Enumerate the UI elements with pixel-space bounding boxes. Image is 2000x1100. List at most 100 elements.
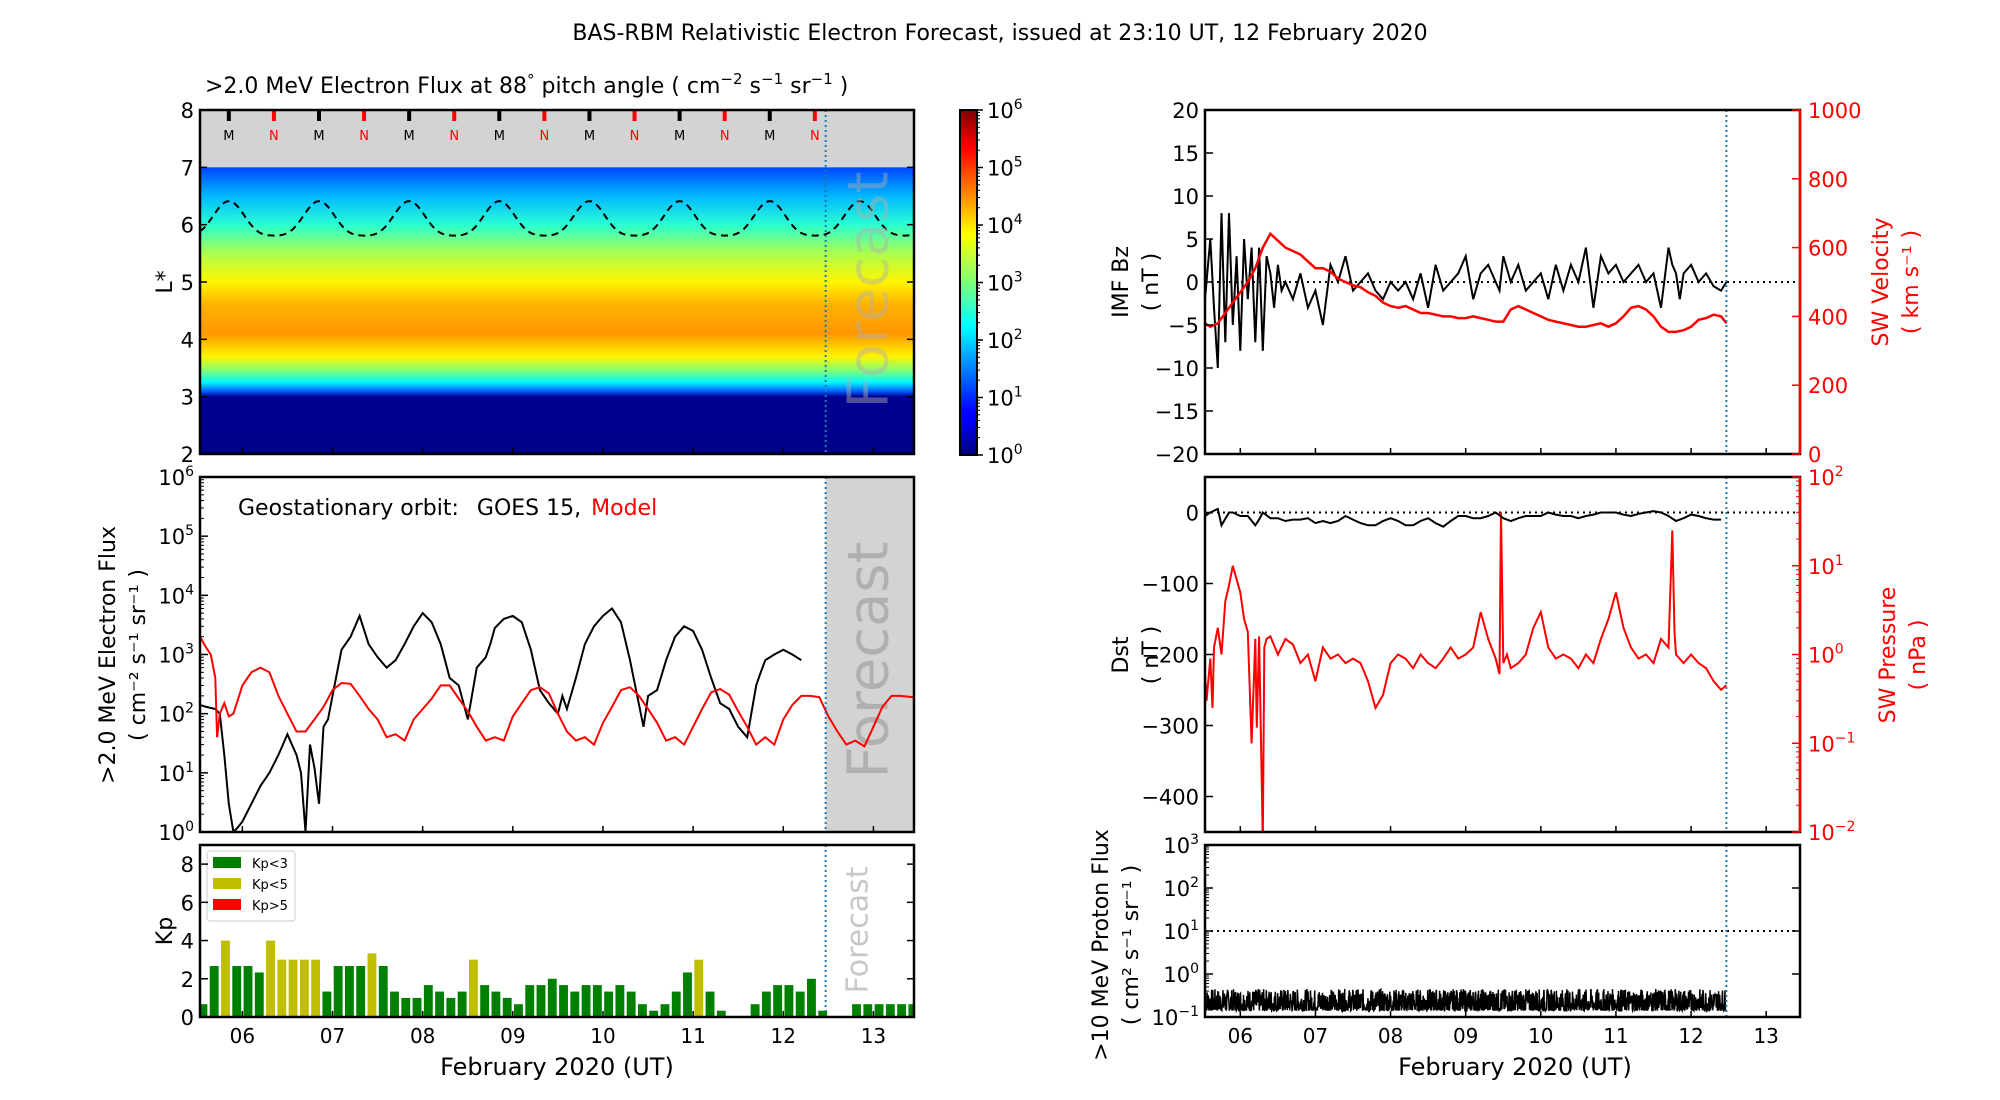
kp-bars (200, 940, 929, 1017)
kp-bar (615, 985, 625, 1017)
imf-ylabel-line2: ( nT ) (1139, 253, 1164, 312)
y-tick-label: 20 (1172, 99, 1199, 123)
kp-bar (920, 1004, 929, 1017)
mlt-label: M (764, 129, 775, 144)
kp-bar (795, 991, 805, 1017)
imf-right-y-ticks: 0 200 400 600 800 1000 (1792, 99, 1861, 467)
kp-panel: Forecast Kp<3 Kp<5 Kp>5 0 2 4 6 8 06 07 08 09 10 11… (153, 843, 929, 1081)
dst-ylabel-line1: Dst (1109, 636, 1134, 673)
colorbar-tick-label: 101 (987, 385, 1023, 411)
y-tick-label: 101 (158, 760, 194, 786)
kp-bar (874, 1004, 884, 1017)
x-tick-label: 08 (410, 1024, 435, 1048)
y-tick-label: 400 (1808, 305, 1848, 329)
kp-bar (570, 991, 580, 1017)
y-tick-label: 103 (158, 642, 194, 668)
y-tick-label: 10 (1172, 185, 1199, 209)
kp-bar (807, 978, 816, 1017)
colorbar-tick-label: 104 (987, 212, 1023, 238)
sw-pressure-ylabel-line1: SW Pressure (1876, 587, 1901, 724)
mlt-label: N (269, 129, 279, 144)
kp-bar (367, 953, 377, 1017)
geo-ylabel-line1: >2.0 MeV Electron Flux (96, 526, 121, 784)
mlt-label: M (584, 129, 595, 144)
y-tick-label: −300 (1141, 715, 1199, 739)
y-tick-label: 10−1 (1808, 730, 1855, 756)
kp-ylabel: Kp (153, 917, 178, 945)
mlt-label: M (494, 129, 505, 144)
kp-bar (457, 991, 467, 1017)
y-tick-label: 6 (181, 214, 194, 238)
y-tick-label: 0 (181, 1006, 194, 1030)
y-tick-label: 0 (1808, 443, 1821, 467)
mlt-tick (542, 111, 547, 121)
y-tick-label: 104 (158, 582, 194, 608)
mlt-tick (452, 111, 457, 121)
colorbar: 100 101 102 103 104 105 106 (959, 97, 1023, 468)
legend-swatch (213, 857, 241, 868)
kp-y-ticks: 0 2 4 6 8 (181, 853, 914, 1030)
kp-bar (356, 965, 366, 1017)
y-tick-label: −200 (1141, 644, 1199, 668)
kp-bar (784, 985, 794, 1017)
y-tick-label: 100 (1808, 642, 1844, 668)
kp-bar (390, 991, 399, 1017)
y-tick-label: 100 (158, 819, 194, 845)
forecast-watermark: Forecast (837, 542, 902, 779)
mlt-tick (812, 111, 817, 121)
dst-left-y-ticks: −400 −300 −200 −100 0 (1141, 502, 1213, 810)
y-tick-label: −5 (1168, 314, 1199, 338)
kp-bar (480, 985, 490, 1017)
kp-bar (773, 985, 783, 1017)
model-line (200, 636, 914, 748)
y-tick-label: 103 (1163, 832, 1199, 858)
y-tick-label: 105 (158, 523, 194, 549)
colorbar-gradient (959, 109, 978, 456)
kp-bar (502, 997, 512, 1017)
mlt-label: M (313, 129, 324, 144)
kp-bar (694, 959, 704, 1017)
kp-bar (277, 959, 287, 1017)
mlt-label: N (810, 129, 820, 144)
imf-left-y-ticks: −20 −15 −10 −5 0 5 10 15 20 (1155, 99, 1213, 467)
mlt-tick (317, 111, 321, 121)
kp-bar (750, 1004, 760, 1017)
proton-ylabel-line2: ( cm² s⁻¹ sr⁻¹ ) (1119, 865, 1144, 1025)
colorbar-tick-label: 106 (987, 97, 1023, 123)
y-tick-label: 4 (181, 328, 194, 352)
legend-label: Kp<3 (252, 857, 288, 872)
x-tick-label: 10 (1528, 1024, 1553, 1048)
heatmap-title: >2.0 MeV Electron Flux at 88° pitch angl… (205, 70, 848, 99)
proton-panel: 10−1 100 101 102 103 06 07 08 09 10 11 12 13 >10 Me… (1089, 829, 1802, 1081)
kp-bar (592, 985, 602, 1017)
mlt-label: N (359, 129, 369, 144)
kp-bar (818, 1010, 828, 1017)
sw-velocity-ylabel-line1: SW Velocity (1869, 217, 1894, 346)
proton-y-ticks: 10−1 100 101 102 103 (1152, 832, 1800, 1030)
y-tick-label: 4 (181, 930, 194, 954)
kp-bar (671, 991, 681, 1017)
colorbar-tick-label: 103 (987, 270, 1023, 296)
kp-bar (378, 965, 388, 1017)
y-tick-label: 102 (158, 701, 194, 727)
kp-bar (683, 972, 692, 1017)
x-tick-label: 11 (680, 1024, 705, 1048)
mlt-tick (226, 111, 231, 121)
x-tick-label: 08 (1378, 1024, 1403, 1048)
kp-x-ticks: 06 07 08 09 10 11 12 13 (230, 1011, 886, 1048)
kp-bar (908, 1004, 914, 1017)
y-tick-label: 5 (181, 271, 194, 295)
mlt-label: N (720, 129, 730, 144)
heatmap-y-ticks: 2 3 4 5 6 7 8 (181, 99, 914, 467)
y-tick-label: 106 (158, 464, 194, 490)
forecast-watermark: Forecast (841, 866, 876, 993)
colorbar-tick-label: 102 (987, 327, 1023, 353)
x-tick-label: 13 (1753, 1024, 1778, 1048)
y-tick-label: −100 (1141, 573, 1199, 597)
kp-legend: Kp<3 Kp<5 Kp>5 (206, 850, 296, 922)
proton-x-ticks: 06 07 08 09 10 11 12 13 (1228, 1011, 1779, 1048)
kp-bar (266, 940, 275, 1017)
kp-bar (514, 1004, 523, 1017)
geo-x-ticks (241, 826, 875, 832)
